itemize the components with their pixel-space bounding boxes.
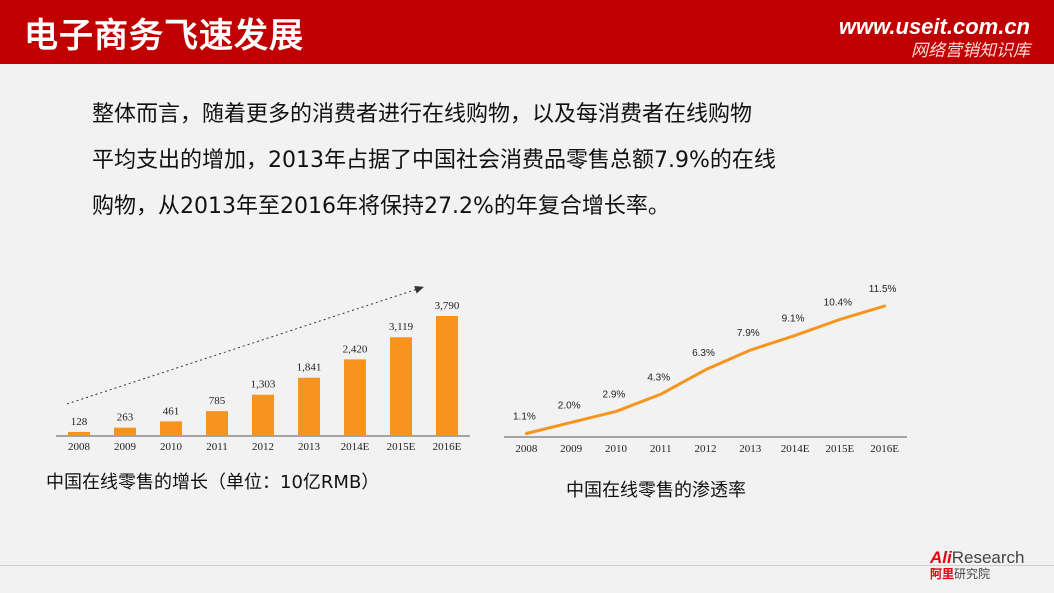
- bar: [68, 431, 90, 436]
- bar-value-label: 263: [117, 412, 134, 424]
- bar: [206, 411, 228, 436]
- line-value-label: 11.5%: [869, 284, 897, 295]
- bar: [298, 377, 320, 436]
- logo-ali-text: Ali: [930, 548, 952, 567]
- bar-value-label: 1,841: [297, 362, 322, 374]
- logo-cn-red: 阿里: [930, 567, 955, 581]
- line-value-label: 1.1%: [513, 412, 536, 423]
- trend-arrow: [66, 285, 424, 405]
- bar: [252, 394, 274, 436]
- bar-x-tick-label: 2012: [252, 441, 274, 453]
- bar-value-label: 3,119: [389, 321, 414, 333]
- intro-line: 整体而言，随着更多的消费者进行在线购物，以及每消费者在线购物: [92, 102, 753, 127]
- bar: [114, 427, 136, 436]
- bar: [344, 359, 366, 436]
- bar-x-tick-label: 2015E: [387, 441, 416, 453]
- line-value-label: 9.1%: [782, 313, 805, 324]
- brand-url: www.useit.com.cn: [838, 14, 1030, 39]
- intro-line: 平均支出的增加，2013年占据了中国社会消费品零售总额7.9%的在线: [92, 148, 776, 173]
- bar-value-label: 1,303: [251, 379, 276, 391]
- brand-tagline: 网络营销知识库: [911, 41, 1030, 61]
- bar: [436, 316, 458, 436]
- intro-paragraph: 整体而言，随着更多的消费者进行在线购物，以及每消费者在线购物 平均支出的增加，2…: [92, 92, 922, 230]
- line-chart-caption: 中国在线零售的渗透率: [566, 480, 746, 501]
- line-x-tick-label: 2010: [605, 443, 628, 455]
- bar-x-tick-label: 2013: [298, 441, 321, 453]
- online-retail-penetration-chart: 1.1% 2008 2.0% 2009 2.9% 2010 4.3% 2011 6.3% 2012…: [504, 284, 907, 455]
- bar-x-tick-label: 2008: [68, 441, 91, 453]
- line-value-label: 2.9%: [603, 389, 626, 400]
- logo-cn-grey: 研究院: [954, 567, 991, 581]
- bar-value-label: 128: [71, 416, 88, 428]
- intro-line: 购物，从2013年至2016年将保持27.2%的年复合增长率。: [92, 194, 670, 219]
- line-x-tick-label: 2011: [650, 443, 672, 455]
- line-value-label: 2.0%: [558, 400, 581, 411]
- line-x-tick-label: 2009: [560, 443, 583, 455]
- bar-value-label: 461: [163, 405, 180, 417]
- bar-chart-caption: 中国在线零售的增长（单位：10亿RMB）: [46, 472, 380, 493]
- bar-x-tick-label: 2010: [160, 441, 183, 453]
- online-retail-growth-chart: 128 2008 263 2009 461 2010 785 2011 1,303 2012 1,8…: [56, 285, 470, 453]
- line-x-tick-label: 2013: [739, 443, 762, 455]
- line-value-label: 10.4%: [824, 297, 852, 308]
- line-value-label: 7.9%: [737, 328, 760, 339]
- bar-value-label: 2,420: [343, 343, 368, 355]
- bar: [390, 337, 412, 436]
- bar-value-label: 3,790: [435, 300, 460, 312]
- title-bar: 电子商务飞速发展 www.useit.com.cn 网络营销知识库: [0, 0, 1054, 64]
- line-x-tick-label: 2016E: [870, 443, 899, 455]
- line-value-label: 6.3%: [692, 348, 715, 359]
- line-x-tick-label: 2012: [695, 443, 717, 455]
- bar-x-tick-label: 2014E: [341, 441, 370, 453]
- line-x-tick-label: 2008: [515, 443, 538, 455]
- logo-research-text: Research: [951, 548, 1025, 567]
- page-title: 电子商务飞速发展: [24, 16, 304, 56]
- bar-value-label: 785: [209, 395, 226, 407]
- footer-divider: [0, 565, 1054, 566]
- bar-x-tick-label: 2009: [114, 441, 137, 453]
- penetration-line: [524, 304, 887, 436]
- bar-x-tick-label: 2016E: [433, 441, 462, 453]
- line-x-tick-label: 2015E: [825, 443, 854, 455]
- bar-x-tick-label: 2011: [206, 441, 228, 453]
- line-x-tick-label: 2014E: [781, 443, 810, 455]
- line-value-label: 4.3%: [647, 372, 670, 383]
- bar: [160, 421, 182, 436]
- aliresearch-logo: AliResearch 阿里研究院: [930, 549, 1040, 585]
